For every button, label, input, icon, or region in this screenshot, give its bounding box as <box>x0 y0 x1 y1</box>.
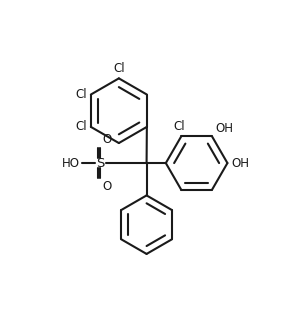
Text: OH: OH <box>215 122 233 135</box>
Text: S: S <box>96 156 105 170</box>
Text: O: O <box>102 180 111 193</box>
Text: HO: HO <box>62 156 80 170</box>
Text: Cl: Cl <box>174 120 186 132</box>
Text: Cl: Cl <box>76 121 87 133</box>
Text: Cl: Cl <box>113 62 125 75</box>
Text: Cl: Cl <box>76 88 87 101</box>
Text: O: O <box>102 133 111 146</box>
Text: OH: OH <box>231 156 249 170</box>
